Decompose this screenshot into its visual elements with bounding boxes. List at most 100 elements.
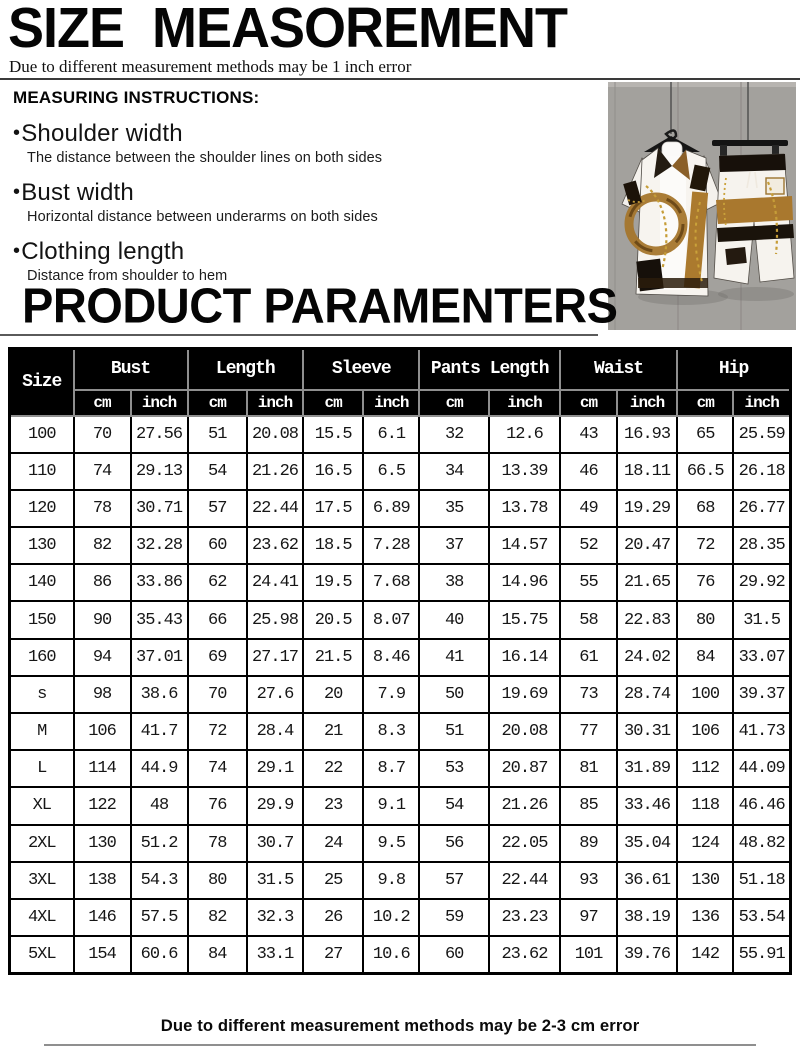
col-header-waist: Waist xyxy=(558,347,679,391)
value-cell: 27.6 xyxy=(245,674,305,715)
value-cell: 60 xyxy=(186,526,248,566)
value-cell: 106 xyxy=(72,711,132,752)
value-cell: 32.28 xyxy=(129,526,189,566)
header-group-row: Size Bust Length Sleeve Pants Length Waist Hip xyxy=(8,347,792,417)
title-subtitle: Due to different measurement methods may… xyxy=(9,57,412,76)
value-cell: 69 xyxy=(186,637,248,677)
instruction-item-bust: •Bust width Horizontal distance between … xyxy=(13,178,593,226)
value-cell: 28.74 xyxy=(615,674,679,715)
table-row: XL 122 48 76 29.9 23 9.1 54 21.26 85 33.46 118 46.46 xyxy=(8,786,792,826)
value-cell: 9.1 xyxy=(362,786,421,826)
value-cell: 35.43 xyxy=(129,600,189,640)
value-cell: 66 xyxy=(186,600,248,640)
value-cell: 74 xyxy=(72,451,132,491)
col-header-size: Size xyxy=(8,347,75,417)
value-cell: 54 xyxy=(418,786,490,826)
value-cell: 82 xyxy=(72,526,132,566)
table-row: 110 74 29.13 54 21.26 16.5 6.5 34 13.39 46 18.11 66… xyxy=(8,451,792,491)
value-cell: 97 xyxy=(559,897,618,938)
value-cell: 8.3 xyxy=(362,711,421,752)
value-cell: 20.08 xyxy=(487,711,562,752)
value-cell: 23.62 xyxy=(487,935,562,975)
value-cell: 15.5 xyxy=(302,414,365,454)
value-cell: 46.46 xyxy=(732,786,792,826)
value-cell: 53 xyxy=(418,749,490,789)
value-cell: 22.05 xyxy=(487,823,562,863)
value-cell: 23 xyxy=(302,786,365,826)
value-cell: 84 xyxy=(186,935,248,975)
value-cell: 93 xyxy=(559,860,618,900)
value-cell: 29.1 xyxy=(245,749,305,789)
value-cell: 43 xyxy=(559,414,618,454)
table-row: 120 78 30.71 57 22.44 17.5 6.89 35 13.78 49 19.29 6… xyxy=(8,488,792,529)
value-cell: 118 xyxy=(676,786,735,826)
value-cell: 41 xyxy=(418,637,490,677)
value-cell: 26 xyxy=(302,897,365,938)
value-cell: 98 xyxy=(72,674,132,715)
value-cell: 66.5 xyxy=(676,451,735,491)
value-cell: 16.93 xyxy=(615,414,679,454)
value-cell: 28.4 xyxy=(245,711,305,752)
instruction-label: •Clothing length xyxy=(13,238,185,265)
size-table-head: Size Bust Length Sleeve Pants Length Waist Hip… xyxy=(8,347,792,417)
value-cell: 13.78 xyxy=(487,488,562,529)
value-cell: 15.75 xyxy=(487,600,562,640)
value-cell: 106 xyxy=(676,711,735,752)
product-photo xyxy=(608,82,796,330)
value-cell: 16.14 xyxy=(487,637,562,677)
size-cell: M xyxy=(8,711,75,752)
value-cell: 33.86 xyxy=(129,563,189,603)
value-cell: 89 xyxy=(559,823,618,863)
col-subheader-inch: inch xyxy=(487,388,562,417)
value-cell: 9.8 xyxy=(362,860,421,900)
value-cell: 7.28 xyxy=(362,526,421,566)
value-cell: 114 xyxy=(72,749,132,789)
value-cell: 81 xyxy=(559,749,618,789)
shorts-graphic xyxy=(712,140,795,301)
value-cell: 22.44 xyxy=(245,488,305,529)
size-table-body: 100 70 27.56 51 20.08 15.5 6.1 32 12.6 43 16.93 65 2… xyxy=(8,414,792,975)
value-cell: 61 xyxy=(559,637,618,677)
value-cell: 36.61 xyxy=(615,860,679,900)
value-cell: 85 xyxy=(559,786,618,826)
value-cell: 10.6 xyxy=(362,935,421,975)
value-cell: 14.96 xyxy=(487,563,562,603)
col-subheader-cm: cm xyxy=(186,388,248,417)
value-cell: 32 xyxy=(418,414,490,454)
value-cell: 20.5 xyxy=(302,600,365,640)
value-cell: 17.5 xyxy=(302,488,365,529)
value-cell: 44.9 xyxy=(129,749,189,789)
value-cell: 9.5 xyxy=(362,823,421,863)
value-cell: 44.09 xyxy=(732,749,792,789)
value-cell: 6.1 xyxy=(362,414,421,454)
instruction-desc: The distance between the shoulder lines … xyxy=(27,150,383,166)
size-cell: 120 xyxy=(8,488,75,529)
value-cell: 38.6 xyxy=(129,674,189,715)
value-cell: 130 xyxy=(676,860,735,900)
shirt-graphic xyxy=(621,129,728,305)
divider-bottom xyxy=(44,1044,756,1046)
value-cell: 27.17 xyxy=(245,637,305,677)
value-cell: 25 xyxy=(302,860,365,900)
value-cell: 112 xyxy=(676,749,735,789)
page-title: SIZE MEASOREMENT xyxy=(8,0,568,60)
value-cell: 50 xyxy=(418,674,490,715)
value-cell: 65 xyxy=(676,414,735,454)
value-cell: 8.07 xyxy=(362,600,421,640)
col-subheader-inch: inch xyxy=(732,388,792,417)
value-cell: 24.02 xyxy=(615,637,679,677)
value-cell: 35 xyxy=(418,488,490,529)
value-cell: 51 xyxy=(186,414,248,454)
value-cell: 46 xyxy=(559,451,618,491)
value-cell: 13.39 xyxy=(487,451,562,491)
header-sub-row: cm inch cm inch cm inch cm inch cm inch cm inch xyxy=(10,388,792,417)
value-cell: 57 xyxy=(186,488,248,529)
value-cell: 35.04 xyxy=(615,823,679,863)
table-row: 140 86 33.86 62 24.41 19.5 7.68 38 14.96 55 21.65 7… xyxy=(8,563,792,603)
value-cell: 18.11 xyxy=(615,451,679,491)
value-cell: 22.83 xyxy=(615,600,679,640)
value-cell: 22.44 xyxy=(487,860,562,900)
table-row: 5XL 154 60.6 84 33.1 27 10.6 60 23.62 101 39.76 142… xyxy=(8,935,792,975)
value-cell: 86 xyxy=(72,563,132,603)
table-row: 130 82 32.28 60 23.62 18.5 7.28 37 14.57 52 20.47 7… xyxy=(8,526,792,566)
